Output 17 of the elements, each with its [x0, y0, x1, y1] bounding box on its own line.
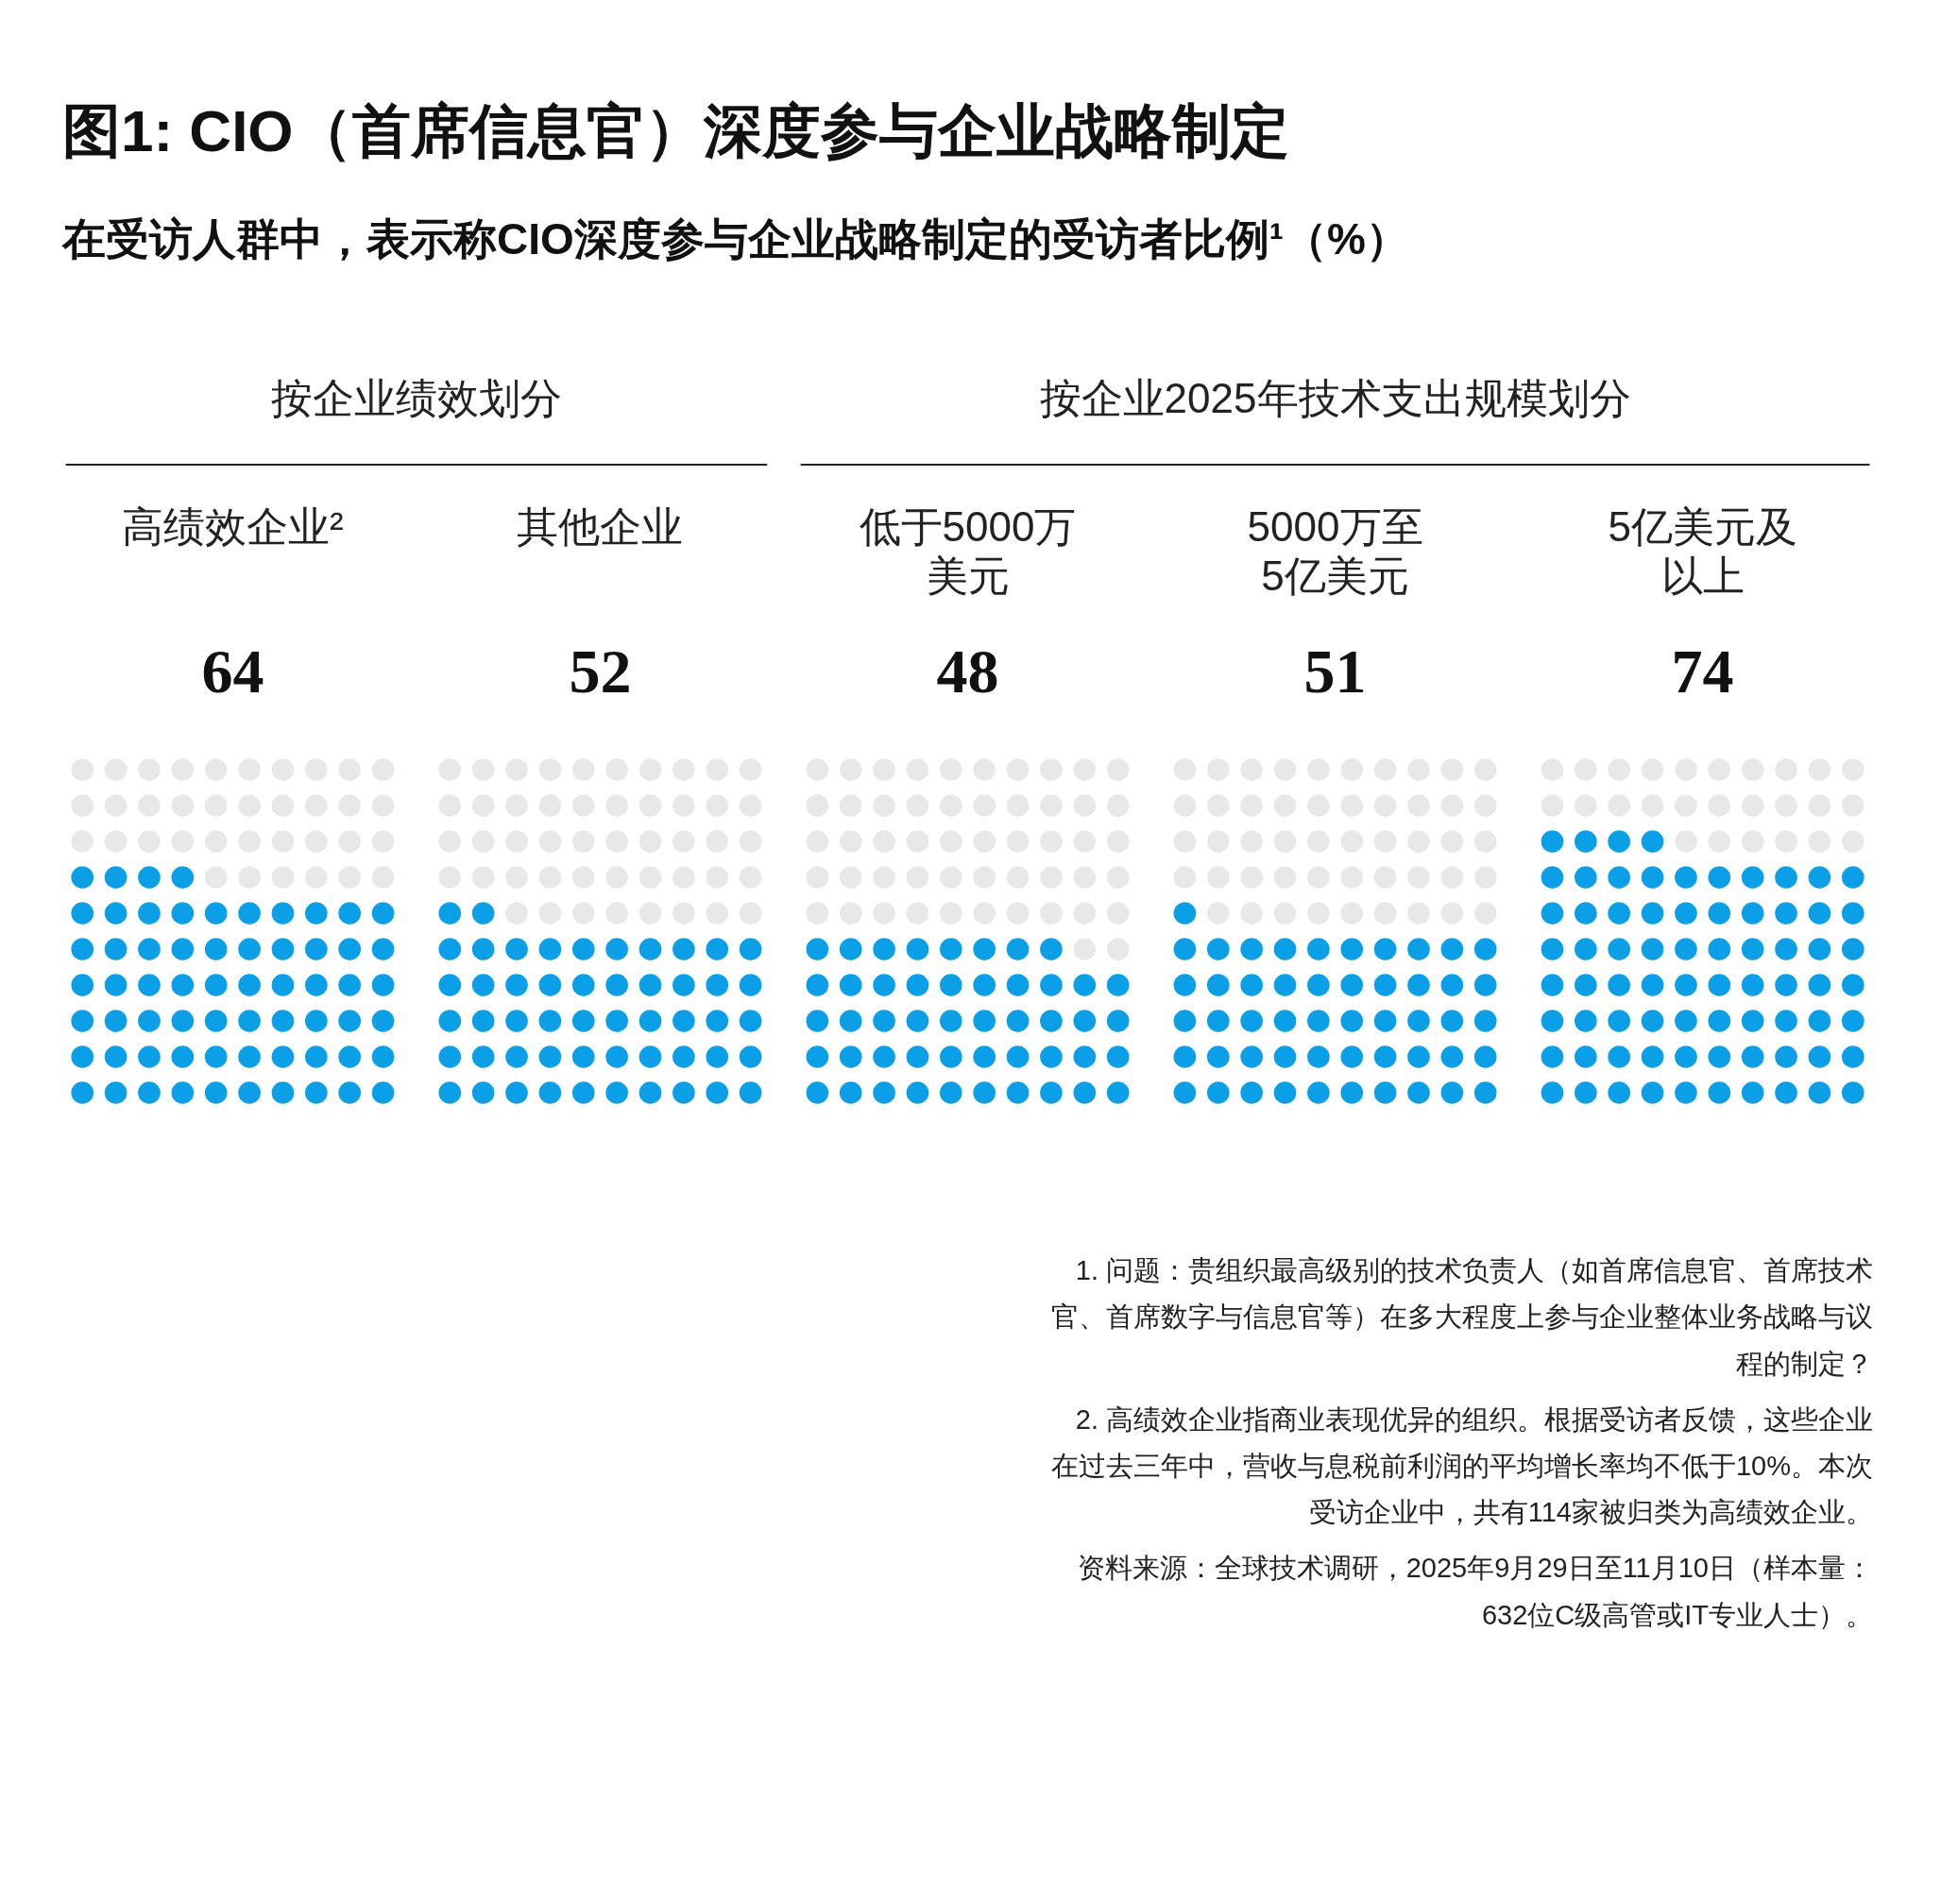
text: 在受访人群中，表示称CIO深度参与企业战略制定的受访者比例¹（%） [61, 214, 1409, 264]
data-label: 51 [1303, 636, 1367, 706]
category-label: 5亿美元及以上 [1608, 502, 1797, 599]
text: 1. 问题：贵组织最高级别的技术负责人（如首席信息官、首席技术官、首席数字与信息官等）在多大程度上参与企业整体业务战略与议程的制定？ [1051, 1254, 1873, 1379]
text: 2. 高绩效企业指商业表现优异的组织。根据受访者反馈，这些企业在过去三年中，营收与息税前利润的平均增长率均不低于10%。本次受访企业中，共有114家被归类为高绩效企业。 [1050, 1403, 1873, 1528]
data-label: 74 [1671, 636, 1734, 706]
text: 按企业绩效划分 [270, 375, 562, 422]
data-label: 64 [201, 636, 264, 706]
data-label: 48 [936, 636, 999, 706]
text: 资料来源：全球技术调研，2025年9月29日至11月10日（样本量：632位C级高管或IT专业人士）。 [1077, 1553, 1873, 1630]
category-label: 高绩效企业² [122, 502, 344, 550]
text: 按企业2025年技术支出规模划分 [1039, 375, 1631, 422]
category-label: 其他企业 [517, 502, 684, 550]
text: 图1: CIO（首席信息官）深度参与企业战略制定 [62, 98, 1289, 163]
category-label: 低于5000万美元 [859, 502, 1077, 599]
data-label: 52 [569, 636, 632, 706]
category-label: 5000万至5亿美元 [1247, 502, 1423, 599]
